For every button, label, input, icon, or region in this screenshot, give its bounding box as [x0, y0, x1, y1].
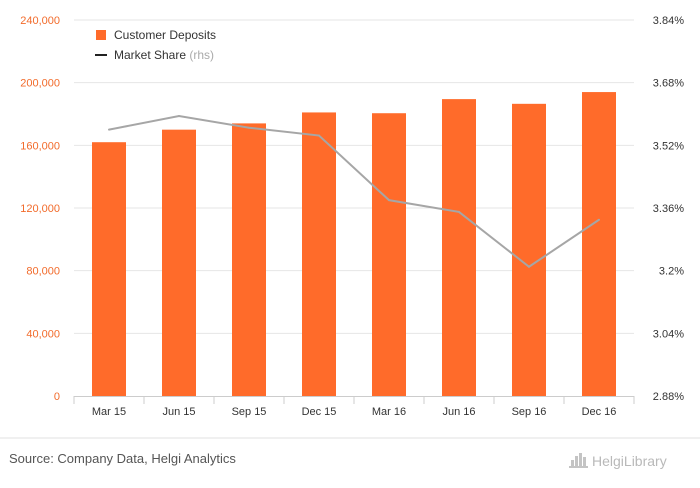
line-market-share — [108, 114, 600, 268]
source-note: Source: Company Data, Helgi Analytics — [9, 451, 236, 466]
y-right-tick-label: 3.52% — [653, 140, 684, 152]
x-tick-label: Jun 16 — [442, 406, 475, 418]
y-left-tick-label: 40,000 — [26, 328, 60, 340]
axis-layer: 0 40,000 80,000 120,000 160,000 200,000 240,00… — [20, 15, 684, 418]
y-right-tick-label: 3.2% — [659, 266, 684, 278]
y-right-tick-label: 3.84% — [653, 15, 684, 27]
legend-label-market-share: Market Share (rhs) — [114, 48, 214, 62]
y-left-tick-label: 160,000 — [20, 140, 60, 152]
y-right-tick-label: 2.88% — [653, 391, 684, 403]
bar-customer-deposits — [92, 142, 126, 396]
bar-customer-deposits — [302, 112, 336, 396]
y-left-tick-label: 120,000 — [20, 203, 60, 215]
point-market-share — [598, 218, 600, 221]
line-layer — [108, 114, 600, 268]
logo-icon — [569, 453, 588, 468]
x-tick-label: Sep 16 — [512, 406, 547, 418]
y-left-tick-label: 200,000 — [20, 78, 60, 90]
legend-market-share-name: Market Share — [114, 48, 186, 62]
bar-customer-deposits — [162, 129, 196, 396]
y-left-tick-label: 80,000 — [26, 266, 60, 278]
logo-text: HelgiLibrary — [592, 453, 667, 469]
grid-layer — [74, 19, 634, 334]
point-market-share — [318, 134, 320, 137]
bar-customer-deposits — [442, 99, 476, 396]
x-tick-label: Sep 15 — [232, 406, 267, 418]
helgilibrary-logo: HelgiLibrary — [569, 453, 667, 469]
x-tick-label: Mar 16 — [372, 406, 406, 418]
y-right-tick-label: 3.36% — [653, 203, 684, 215]
y-left-tick-label: 240,000 — [20, 15, 60, 27]
y-right-tick-label: 3.04% — [653, 328, 684, 340]
x-tick-label: Dec 16 — [582, 406, 617, 418]
y-left-tick-label: 0 — [54, 391, 60, 403]
point-market-share — [528, 265, 530, 268]
bar-customer-deposits — [512, 103, 546, 397]
point-market-share — [458, 210, 460, 213]
point-market-share — [178, 114, 180, 117]
point-market-share — [388, 199, 390, 202]
point-market-share — [248, 126, 250, 129]
legend-label-customer-deposits: Customer Deposits — [114, 28, 216, 42]
point-market-share — [108, 128, 110, 131]
x-tick-label: Jun 15 — [162, 406, 195, 418]
bar-customer-deposits — [372, 113, 406, 396]
legend-market-share-note: (rhs) — [189, 48, 214, 62]
legend: Customer Deposits Market Share (rhs) — [95, 28, 216, 62]
bar-customer-deposits — [582, 92, 616, 397]
bar-layer — [92, 92, 616, 397]
bar-customer-deposits — [232, 123, 266, 397]
y-right-tick-label: 3.68% — [653, 78, 684, 90]
x-tick-label: Mar 15 — [92, 406, 126, 418]
legend-swatch-customer-deposits — [96, 30, 106, 40]
x-tick-label: Dec 15 — [302, 406, 337, 418]
